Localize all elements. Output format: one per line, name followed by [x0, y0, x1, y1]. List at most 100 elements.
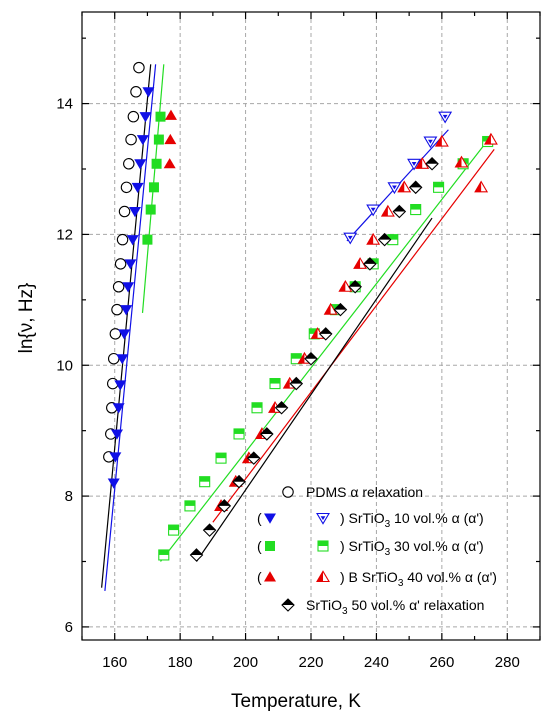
data-point	[116, 354, 129, 365]
data-point	[343, 232, 358, 245]
marker-shape	[116, 233, 129, 246]
data-point	[131, 182, 144, 194]
marker-inner	[428, 139, 433, 144]
marker-shape	[120, 181, 133, 194]
data-point	[163, 158, 176, 169]
marker-shape	[112, 403, 125, 414]
data-point	[125, 133, 137, 146]
marker-half	[158, 549, 169, 555]
data-points	[103, 61, 498, 562]
data-point	[112, 280, 125, 293]
data-point	[184, 500, 196, 512]
axis-ticks: 160 180 200 220 240 260 280 6 8 10 12 14	[56, 12, 541, 671]
marker-half	[381, 205, 388, 217]
data-point	[281, 598, 295, 612]
legend-label-part: 40 vol.% α (α')	[403, 569, 497, 585]
marker-inner	[320, 516, 326, 521]
legend-label-part: ) B SrTiO	[340, 569, 398, 585]
data-point	[148, 182, 159, 193]
marker-shape	[265, 541, 275, 551]
data-point	[377, 232, 392, 247]
data-point	[392, 204, 407, 219]
marker-half	[190, 548, 203, 555]
marker-inner	[347, 235, 353, 240]
data-point	[366, 204, 381, 217]
data-point	[387, 182, 402, 195]
y-tick-label: 6	[65, 619, 73, 636]
marker-shape	[139, 112, 152, 123]
marker-shape	[131, 182, 144, 194]
marker-half	[339, 281, 346, 292]
marker-shape	[130, 86, 142, 98]
marker-half	[410, 204, 421, 210]
fit-line	[196, 217, 433, 562]
marker-half	[319, 327, 332, 334]
data-point	[164, 133, 177, 145]
marker-half	[416, 158, 423, 169]
marker-shape	[116, 354, 129, 365]
data-point	[114, 258, 127, 270]
legend-label-part: SrTiO	[306, 597, 342, 613]
marker-half	[260, 427, 273, 434]
marker-shape	[114, 380, 127, 391]
data-point	[483, 132, 498, 145]
data-point	[153, 134, 164, 145]
fit-line	[104, 64, 157, 591]
data-point	[136, 135, 149, 146]
data-point	[353, 257, 368, 269]
marker-half	[242, 452, 249, 463]
marker-half	[218, 499, 231, 506]
data-point	[114, 380, 127, 391]
legend-label-open: (	[257, 538, 262, 554]
data-point	[415, 156, 430, 169]
y-tick-label: 8	[65, 488, 73, 505]
data-point	[127, 110, 140, 123]
legend-subscript: 3	[342, 606, 348, 617]
data-point	[408, 180, 423, 195]
data-point	[423, 136, 438, 149]
marker-shape	[118, 205, 131, 218]
fit-line	[160, 135, 492, 562]
marker-half	[409, 181, 422, 188]
marker-half	[275, 401, 288, 408]
legend-label-part: 30 vol.% α (α')	[390, 538, 484, 554]
marker-half	[334, 303, 347, 310]
data-point	[123, 158, 135, 170]
data-point	[155, 111, 166, 122]
data-point	[120, 181, 133, 194]
marker-half	[354, 258, 361, 269]
marker-half	[387, 234, 398, 240]
data-point	[269, 378, 281, 390]
marker-shape	[126, 235, 139, 246]
data-point	[142, 234, 153, 245]
data-point	[116, 233, 129, 246]
data-point	[454, 155, 469, 168]
legend-label: SrTiO3 50 vol.% α' relaxation	[306, 597, 484, 617]
data-point	[438, 111, 453, 124]
marker-half	[324, 303, 331, 315]
fit-line	[212, 149, 495, 523]
fit-line	[101, 64, 152, 588]
data-point	[316, 570, 330, 583]
data-point	[124, 259, 137, 270]
marker-shape	[114, 258, 127, 270]
data-point	[338, 279, 353, 292]
legend-label: ) B SrTiO3 40 vol.% α (α')	[340, 569, 497, 589]
marker-half	[283, 377, 290, 389]
marker-shape	[133, 61, 145, 74]
grid	[82, 12, 540, 640]
marker-inner	[392, 185, 397, 190]
data-point	[316, 512, 330, 525]
marker-shape	[120, 305, 133, 316]
data-point	[434, 134, 449, 147]
data-point	[217, 499, 232, 513]
data-point	[265, 541, 275, 551]
legend-entry-1: PDMS α relaxation	[282, 484, 423, 500]
legend-entry-5: SrTiO3 50 vol.% α' relaxation	[281, 597, 484, 617]
marker-inner	[411, 161, 417, 166]
marker-half	[247, 452, 260, 459]
legend-subscript: 3	[385, 547, 391, 558]
x-tick-label: 240	[364, 654, 389, 671]
